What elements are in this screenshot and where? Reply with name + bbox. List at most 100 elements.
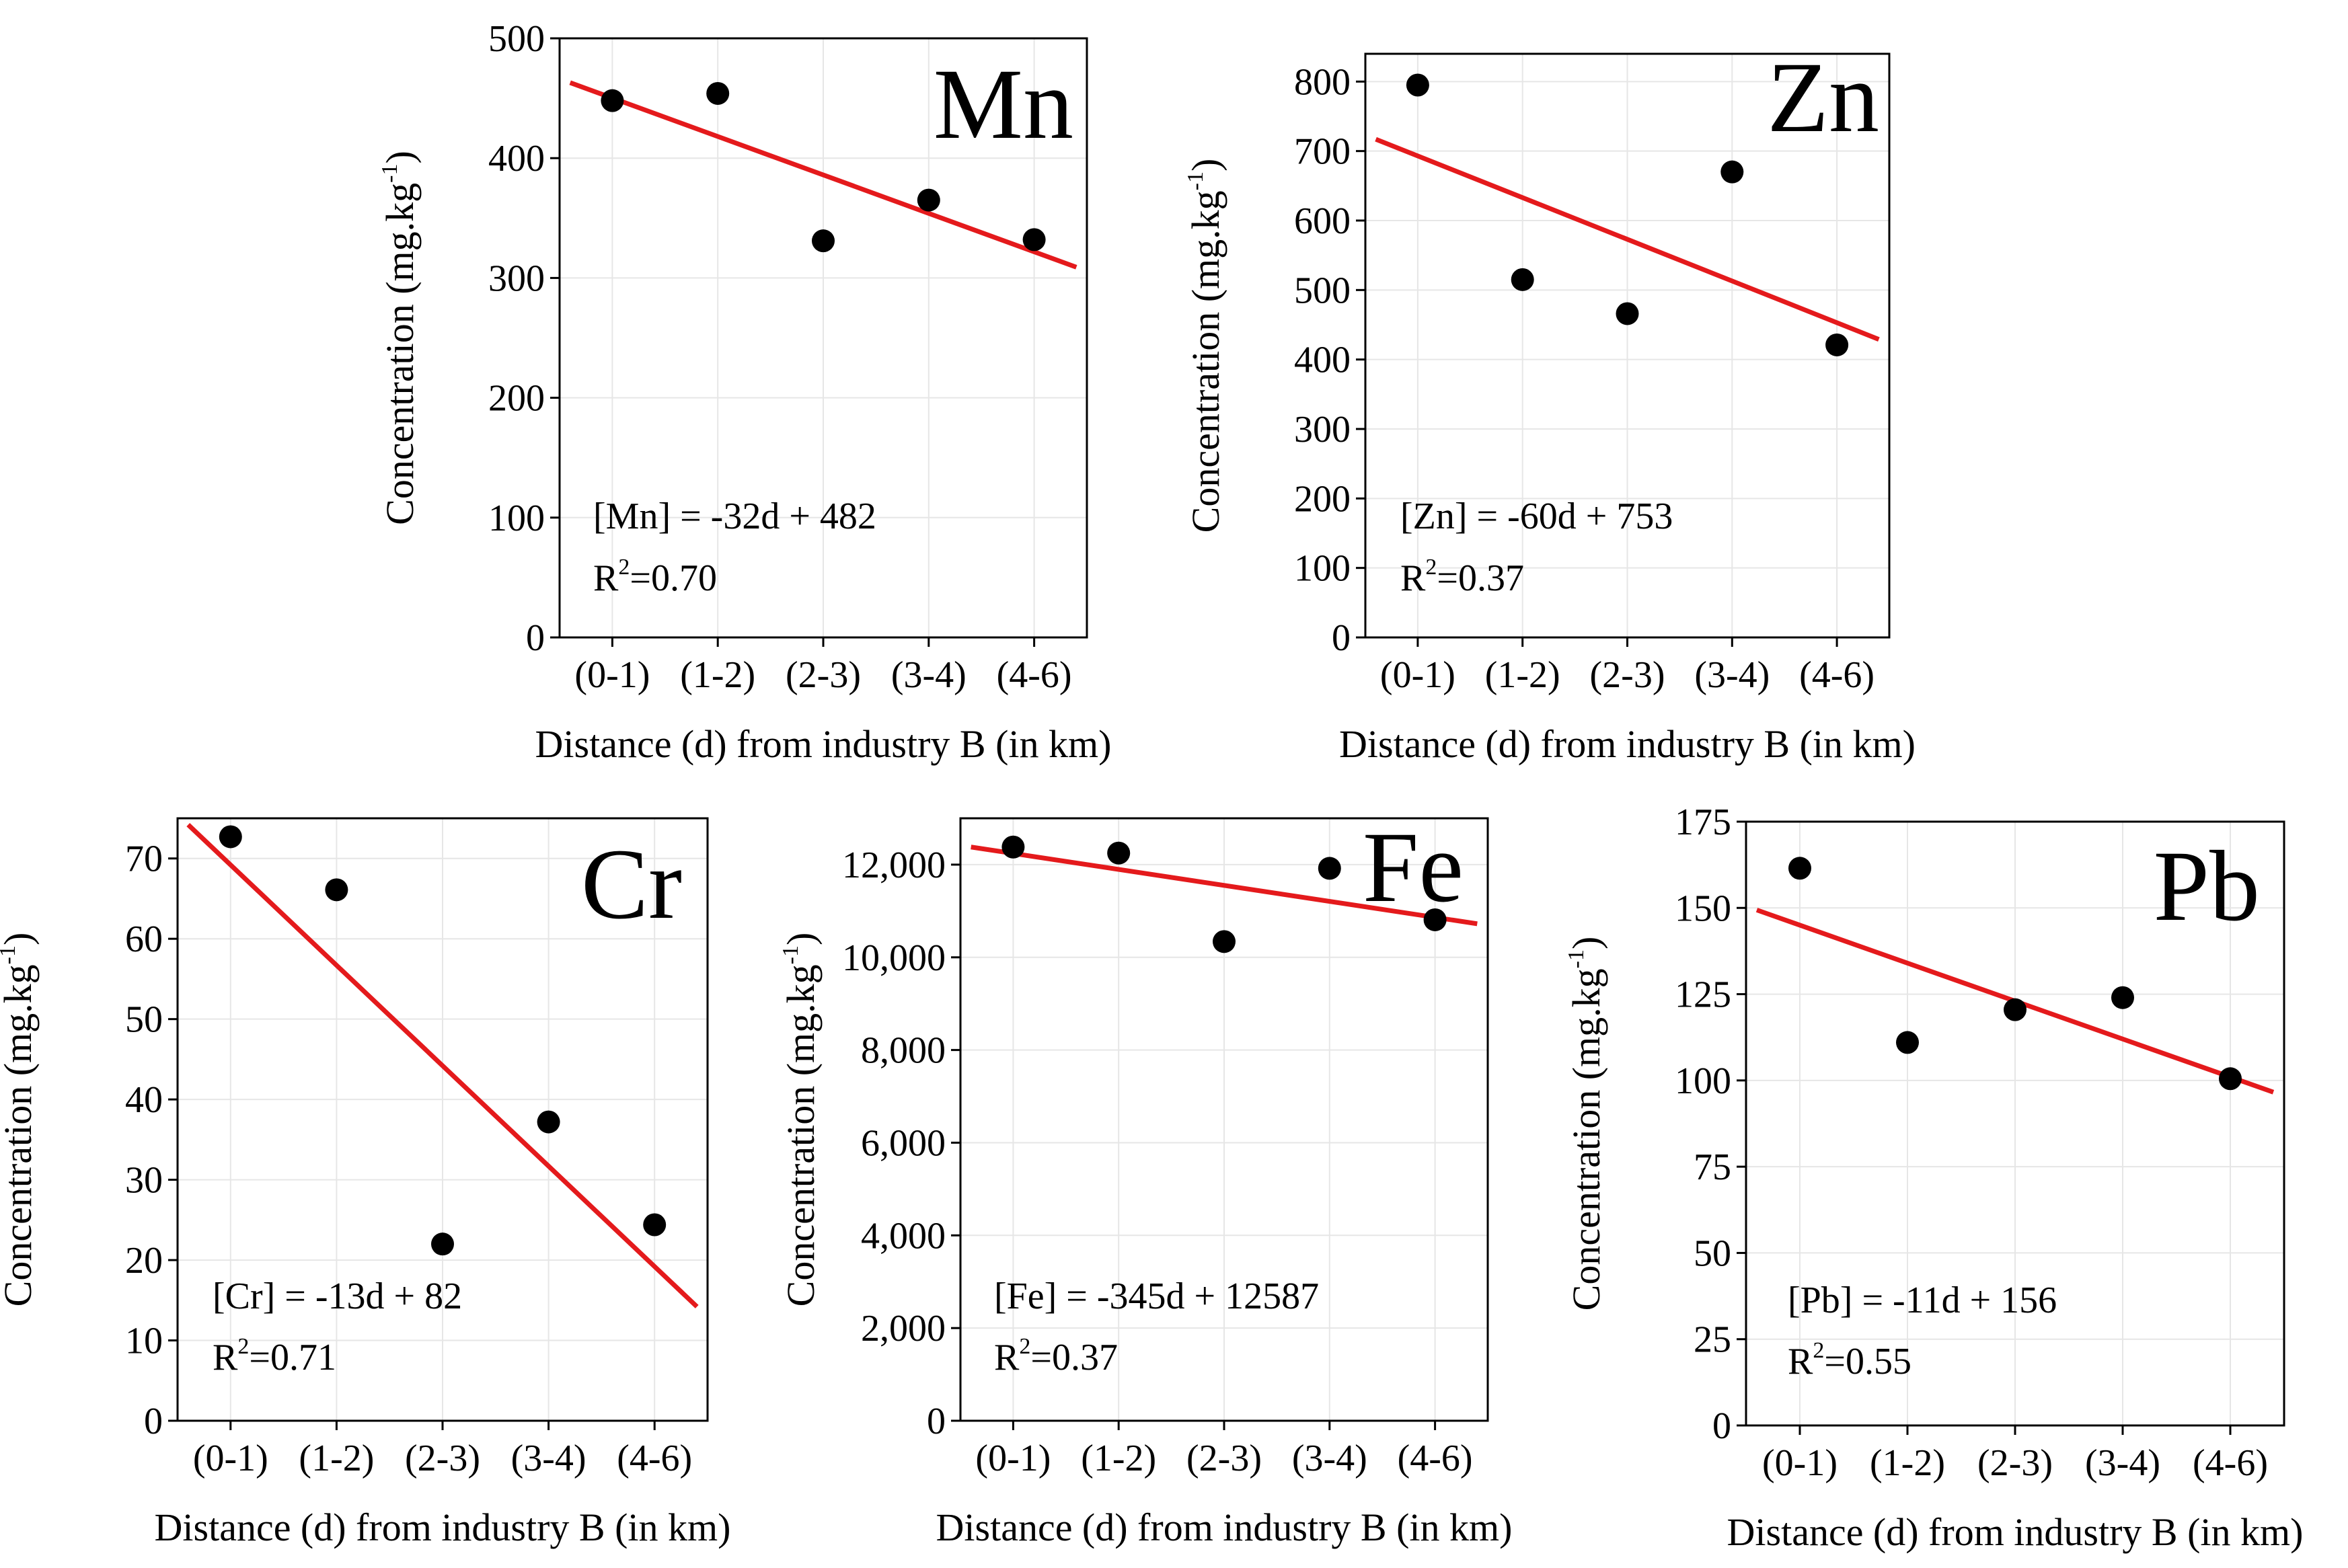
regression-equation: [Zn] = -60d + 753 <box>1400 496 1673 537</box>
y-tick-label: 500 <box>1294 270 1351 311</box>
data-point <box>1896 1031 1919 1054</box>
y-tick-label: 125 <box>1675 974 1731 1016</box>
chart-mn: 0 100 200 300 400 500 (0-1) (1-2) (2-3) (3-4) (4-6… <box>377 18 1111 766</box>
y-axis-title: Concentration (mg.kg-1) <box>377 151 422 525</box>
y-tick-label: 2,000 <box>861 1308 946 1349</box>
x-axis-title: Distance (d) from industry B (in km) <box>936 1505 1513 1549</box>
data-point <box>431 1232 454 1256</box>
r-squared: R2=0.71 <box>213 1334 336 1378</box>
data-point <box>1720 160 1744 184</box>
data-point <box>325 878 348 902</box>
data-point <box>706 81 730 105</box>
r-squared-value: =0.71 <box>249 1337 336 1378</box>
x-tick-label: (0-1) <box>1762 1442 1838 1484</box>
element-label: Zn <box>1767 42 1879 153</box>
y-axis-title-text: Concentration (mg.kg <box>1564 968 1608 1310</box>
y-axis-title-superscript: -1 <box>0 945 20 964</box>
y-axis-title-superscript: -1 <box>377 163 402 182</box>
y-tick-label: 0 <box>144 1401 163 1442</box>
regression-equation: [Mn] = -32d + 482 <box>593 496 876 537</box>
y-tick-label: 100 <box>1675 1060 1731 1102</box>
y-tick-label: 0 <box>927 1401 946 1442</box>
r-squared-value: =0.55 <box>1824 1341 1911 1382</box>
r-squared-superscript: 2 <box>1813 1338 1824 1363</box>
regression-equation: [Fe] = -345d + 12587 <box>994 1276 1319 1317</box>
chart-cr: 0 10 20 30 40 50 60 70 (0-1) (1-2) (2-3) (3-4) (4-6)… <box>0 817 731 1549</box>
x-tick-label: (1-2) <box>1870 1442 1945 1484</box>
regression-equation: [Cr] = -13d + 82 <box>213 1276 462 1317</box>
trend-line <box>971 845 1478 927</box>
y-axis-title: Concentration (mg.kg-1) <box>0 933 40 1307</box>
element-label: Fe <box>1363 812 1464 923</box>
regression-equation: [Pb] = -11d + 156 <box>1788 1280 2057 1321</box>
y-tick-label: 8,000 <box>861 1030 946 1072</box>
y-tick-label: 300 <box>1294 409 1351 450</box>
x-tick-label: (2-3) <box>1186 1438 1262 1479</box>
data-point <box>2004 998 2027 1021</box>
y-tick-label: 12,000 <box>842 845 946 886</box>
r-squared-symbol: R <box>213 1337 238 1378</box>
data-point <box>1318 857 1341 880</box>
y-tick-label: 20 <box>125 1240 163 1282</box>
x-axis-title: Distance (d) from industry B (in km) <box>155 1505 731 1549</box>
r-squared-value: =0.70 <box>630 557 717 599</box>
data-point <box>1616 302 1639 325</box>
y-tick-label: 0 <box>1332 617 1351 659</box>
r-squared: R2=0.37 <box>994 1334 1118 1378</box>
element-label: Mn <box>934 48 1073 160</box>
x-tick-label: (4-6) <box>997 654 1072 696</box>
x-tick-label: (3-4) <box>1292 1438 1367 1479</box>
data-point <box>219 825 242 849</box>
y-tick-label: 300 <box>488 258 545 299</box>
x-tick-label: (3-4) <box>2085 1442 2160 1484</box>
data-point <box>537 1110 560 1134</box>
chart-pb: 0 25 50 75 100 125 150 175 (0-1) (1-2) (2-3) (3-4) (… <box>1564 801 2303 1554</box>
y-tick-label: 50 <box>1694 1232 1731 1274</box>
data-point <box>812 229 835 253</box>
x-tick-label: (1-2) <box>680 654 755 696</box>
r-squared-symbol: R <box>593 557 619 599</box>
x-tick-label: (1-2) <box>299 1438 374 1479</box>
y-tick-label: 40 <box>125 1079 163 1121</box>
data-point <box>1001 835 1025 859</box>
data-point <box>643 1213 667 1237</box>
r-squared-symbol: R <box>1400 557 1426 599</box>
y-tick-label: 10,000 <box>842 937 946 979</box>
x-tick-label: (1-2) <box>1081 1438 1156 1479</box>
data-point <box>1788 857 1811 880</box>
data-point <box>1022 228 1046 251</box>
data-point <box>2111 986 2134 1009</box>
chart-zn: 0 100 200 300 400 500 600 700 800 (0-1) (1-2) (2-3)… <box>1183 42 1916 766</box>
y-axis-title-close: ) <box>1564 937 1608 949</box>
data-point <box>1423 908 1447 931</box>
data-point <box>1406 73 1429 97</box>
r-squared-superscript: 2 <box>618 555 630 580</box>
data-point <box>1511 268 1534 291</box>
r-squared-superscript: 2 <box>237 1334 249 1359</box>
r-squared-symbol: R <box>1788 1341 1813 1382</box>
x-tick-label: (0-1) <box>574 654 650 696</box>
r-squared-superscript: 2 <box>1019 1334 1030 1359</box>
y-tick-label: 60 <box>125 918 163 960</box>
y-axis-title-close: ) <box>779 933 823 945</box>
trend-line <box>569 80 1077 270</box>
y-tick-label: 700 <box>1294 131 1351 173</box>
y-tick-label: 100 <box>488 498 545 539</box>
x-axis-title: Distance (d) from industry B (in km) <box>1339 722 1916 766</box>
y-tick-label: 0 <box>1712 1405 1731 1447</box>
r-squared: R2=0.37 <box>1400 555 1524 599</box>
y-axis-title: Concentration (mg.kg-1) <box>778 933 823 1307</box>
x-tick-label: (0-1) <box>193 1438 268 1479</box>
y-tick-label: 0 <box>526 617 545 659</box>
y-tick-label: 25 <box>1694 1319 1731 1361</box>
y-axis-title-text: Concentration (mg.kg <box>1184 190 1227 533</box>
y-axis-title-superscript: -1 <box>1183 171 1208 190</box>
y-tick-label: 100 <box>1294 548 1351 590</box>
y-axis-title-close: ) <box>378 151 422 163</box>
x-tick-label: (4-6) <box>2193 1442 2268 1484</box>
x-tick-label: (3-4) <box>511 1438 586 1479</box>
x-tick-label: (2-3) <box>405 1438 480 1479</box>
data-point <box>917 188 940 212</box>
r-squared-symbol: R <box>994 1337 1020 1378</box>
